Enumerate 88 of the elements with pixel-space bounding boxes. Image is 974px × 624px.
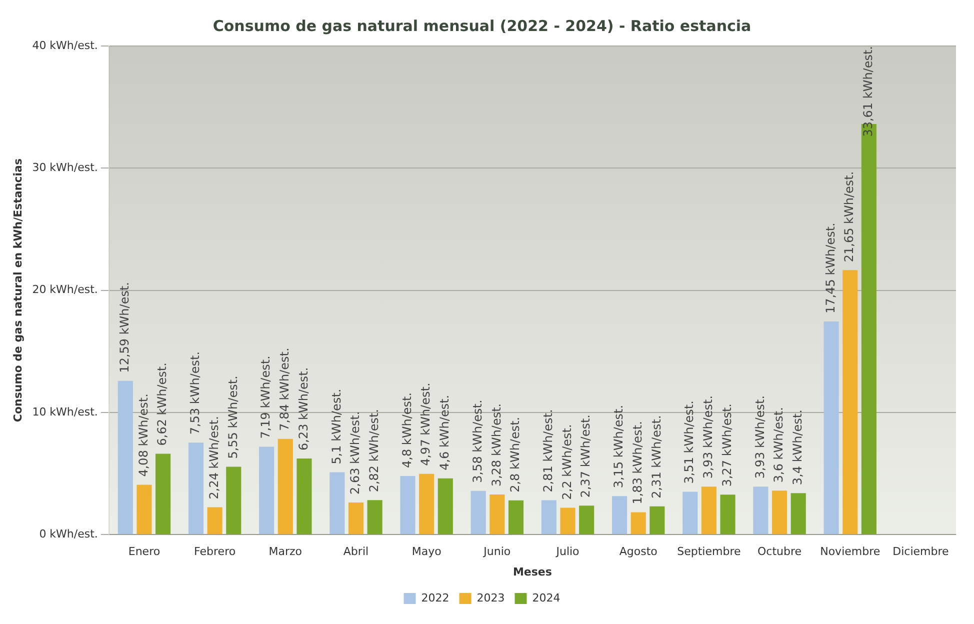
data-label: 2,63 kWh/est. bbox=[348, 411, 362, 494]
bar bbox=[772, 490, 788, 534]
bar bbox=[560, 508, 576, 534]
data-label: 2,31 kWh/est. bbox=[649, 415, 664, 498]
bar bbox=[682, 492, 698, 534]
data-label: 2,37 kWh/est. bbox=[578, 414, 593, 498]
data-label: 6,23 kWh/est. bbox=[296, 367, 310, 450]
data-label: 4,08 kWh/est. bbox=[136, 394, 150, 477]
y-tick-label: 30 kWh/est. bbox=[32, 161, 98, 174]
data-label: 2,2 kWh/est. bbox=[560, 424, 574, 500]
x-tick-label: Enero bbox=[128, 545, 160, 558]
data-label: 3,15 kWh/est. bbox=[612, 404, 626, 488]
bar bbox=[650, 506, 665, 534]
bar bbox=[136, 484, 152, 534]
bar bbox=[842, 270, 858, 534]
bar bbox=[118, 380, 133, 534]
x-tick-label: Abril bbox=[343, 545, 369, 558]
bar bbox=[612, 496, 628, 534]
legend-label: 2022 bbox=[421, 591, 450, 604]
x-tick-label: Agosto bbox=[619, 545, 658, 558]
legend-label: 2024 bbox=[532, 591, 560, 604]
data-label: 12,59 kWh/est. bbox=[118, 282, 132, 373]
legend-label: 2023 bbox=[476, 591, 505, 604]
data-label: 2,82 kWh/est. bbox=[366, 408, 381, 492]
bar bbox=[259, 446, 274, 534]
bar bbox=[330, 472, 345, 534]
data-label: 3,4 kWh/est. bbox=[790, 410, 804, 486]
bar bbox=[400, 476, 416, 534]
data-label: 3,51 kWh/est. bbox=[682, 400, 696, 484]
bar bbox=[470, 490, 486, 534]
data-label: 3,27 kWh/est. bbox=[720, 404, 734, 487]
x-tick-label: Febrero bbox=[194, 545, 236, 558]
bar bbox=[790, 493, 806, 534]
bar bbox=[207, 507, 222, 534]
bar bbox=[824, 321, 839, 534]
bar bbox=[579, 506, 594, 534]
x-tick-label: Julio bbox=[555, 545, 580, 558]
chart-title: Consumo de gas natural mensual (2022 - 2024) - Ratio estancia bbox=[212, 16, 752, 35]
data-label: 3,28 kWh/est. bbox=[489, 403, 504, 487]
data-label: 17,45 kWh/est. bbox=[823, 222, 838, 314]
x-tick-label: Mayo bbox=[412, 545, 442, 558]
data-label: 2,24 kWh/est. bbox=[206, 416, 221, 500]
data-label: 3,58 kWh/est. bbox=[470, 400, 484, 483]
data-label: 5,1 kWh/est. bbox=[329, 388, 344, 464]
bar bbox=[720, 494, 736, 534]
x-tick-label: Noviembre bbox=[820, 545, 880, 558]
bar bbox=[188, 442, 204, 534]
data-label: 7,84 kWh/est. bbox=[278, 348, 292, 431]
bar bbox=[419, 474, 434, 534]
x-tick-label: Septiembre bbox=[677, 545, 741, 558]
x-tick-label: Marzo bbox=[268, 545, 302, 558]
data-label: 7,19 kWh/est. bbox=[258, 356, 273, 439]
data-label: 3,6 kWh/est. bbox=[772, 407, 786, 483]
data-label: 4,6 kWh/est. bbox=[438, 394, 452, 470]
bar bbox=[630, 512, 646, 534]
bar bbox=[508, 500, 524, 534]
data-label: 3,93 kWh/est. bbox=[701, 395, 716, 479]
data-label: 5,55 kWh/est. bbox=[226, 376, 240, 459]
data-label: 2,8 kWh/est. bbox=[508, 416, 522, 492]
bar bbox=[156, 454, 171, 534]
x-tick-label: Junio bbox=[482, 545, 511, 558]
bar bbox=[701, 486, 716, 534]
data-label: 1,83 kWh/est. bbox=[630, 421, 644, 504]
data-label: 21,65 kWh/est. bbox=[842, 171, 856, 262]
data-label: 4,8 kWh/est. bbox=[400, 392, 414, 468]
data-label: 33,61 kWh/est. bbox=[861, 46, 876, 137]
y-tick-label: 20 kWh/est. bbox=[32, 283, 98, 296]
bar bbox=[541, 500, 556, 534]
bar bbox=[348, 502, 364, 534]
data-label: 6,62 kWh/est. bbox=[155, 362, 170, 446]
bar bbox=[490, 494, 505, 534]
data-label: 3,93 kWh/est. bbox=[752, 395, 767, 479]
bar bbox=[438, 478, 453, 534]
bar bbox=[753, 486, 768, 534]
x-axis-title: Meses bbox=[512, 565, 552, 578]
bar bbox=[296, 458, 312, 534]
bar bbox=[278, 438, 293, 534]
y-tick-label: 10 kWh/est. bbox=[32, 405, 98, 418]
y-tick-label: 40 kWh/est. bbox=[32, 38, 98, 52]
data-label: 2,81 kWh/est. bbox=[541, 409, 556, 492]
data-label: 4,97 kWh/est. bbox=[418, 382, 433, 466]
bar bbox=[367, 500, 382, 534]
bar bbox=[226, 466, 242, 534]
y-tick-label: 0 kWh/est. bbox=[39, 527, 98, 540]
y-axis-title: Consumo de gas natural en kWh/Estancias bbox=[11, 158, 24, 422]
x-tick-label: Octubre bbox=[758, 545, 802, 558]
data-label: 7,53 kWh/est. bbox=[188, 351, 202, 435]
x-tick-label: Diciembre bbox=[892, 545, 950, 558]
